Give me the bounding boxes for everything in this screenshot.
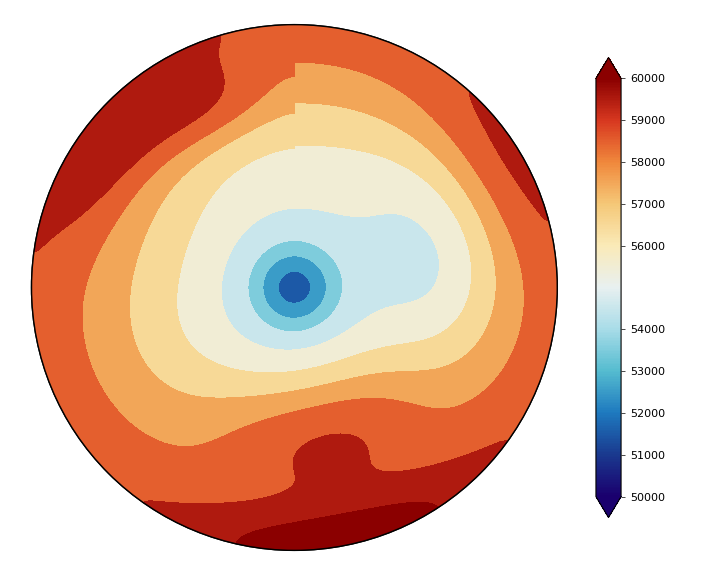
- Point: [289, 283, 300, 292]
- Point: [289, 283, 300, 292]
- Point: [289, 283, 300, 292]
- Point: [289, 283, 300, 292]
- PathPatch shape: [596, 497, 621, 518]
- Point: [289, 283, 300, 292]
- Point: [289, 283, 300, 292]
- Point: [289, 283, 300, 292]
- Circle shape: [32, 25, 557, 550]
- Point: [289, 283, 300, 292]
- Point: [289, 283, 300, 292]
- PathPatch shape: [596, 58, 621, 78]
- Point: [289, 283, 300, 292]
- Point: [289, 283, 300, 292]
- Point: [289, 283, 300, 292]
